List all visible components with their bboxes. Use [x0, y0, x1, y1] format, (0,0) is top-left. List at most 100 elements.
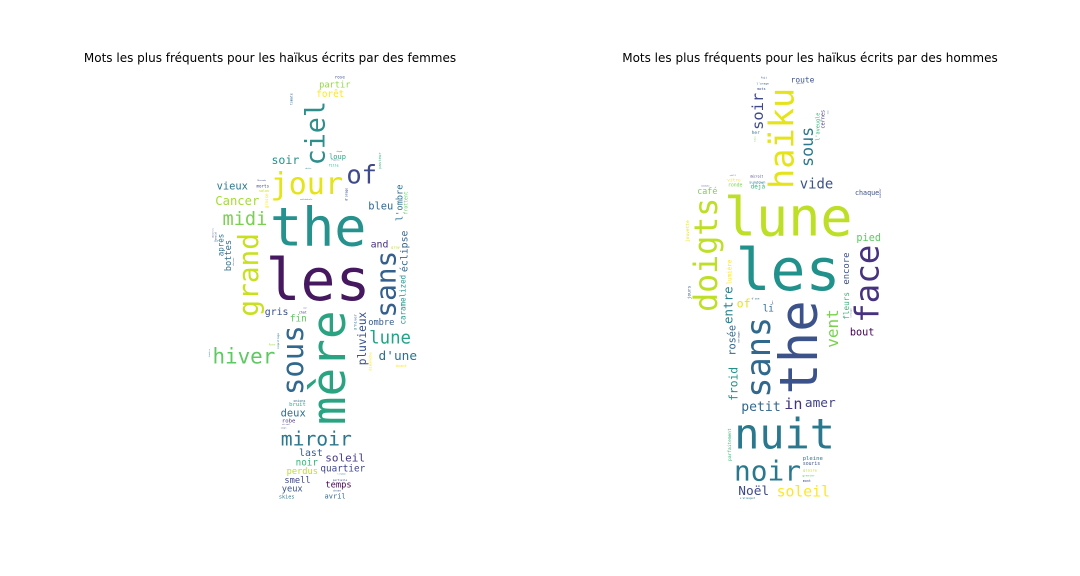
word-label: chaque [855, 189, 879, 197]
word-label: jour [270, 167, 343, 202]
word-label: fenêtre [208, 348, 211, 357]
word-label: mère [302, 310, 357, 425]
word-label: coquillage [276, 333, 280, 350]
chart-title: Mots les plus fréquents pour les haïkus … [83, 51, 457, 65]
word-label: vide [800, 176, 833, 192]
word-label: caramelized [399, 275, 408, 325]
word-label: onions [294, 399, 306, 403]
word-label: Donald [213, 232, 217, 242]
word-label: tomate [289, 93, 293, 105]
word-label: sous [276, 325, 310, 395]
chart-title: Mots les plus fréquents pour les haïkus … [622, 51, 998, 65]
word-label: route [791, 76, 815, 85]
word-label: rose [335, 75, 346, 80]
word-label: cernes [821, 110, 827, 129]
word-label: partielle [333, 478, 348, 482]
word-label: smell [284, 476, 310, 486]
word-label: grenier [802, 474, 814, 478]
word-label: les [266, 246, 371, 314]
word-label: d'hiver [352, 313, 357, 330]
word-label: last [299, 448, 323, 459]
word-label: soir [271, 153, 299, 167]
word-label: couloir [879, 188, 882, 199]
word-label: ronde [728, 183, 743, 189]
word-label: Muscade [257, 180, 266, 182]
word-label: fille [329, 164, 339, 168]
word-label: avril [325, 493, 346, 501]
word-label: vieux [217, 180, 248, 192]
word-label: loup [329, 153, 346, 161]
word-label: s'allongent [740, 497, 756, 500]
word-label: pasteur [377, 152, 382, 169]
word-label: chat [827, 110, 830, 114]
word-label: haïku [763, 88, 802, 189]
word-label: fleurs [842, 292, 851, 320]
word-label: café [697, 186, 717, 196]
word-label: après [216, 234, 225, 257]
word-label: disput [337, 150, 343, 153]
word-label: fin [290, 314, 307, 325]
word-label: forêt [316, 89, 344, 100]
word-label: Plumeria [332, 160, 340, 162]
word-label: les [736, 236, 841, 304]
word-label: cathédrale [300, 198, 313, 201]
word-label: quartier [796, 82, 804, 85]
word-label: cheveux [233, 257, 235, 266]
word-label: perdus [287, 467, 318, 477]
word-label: amer [805, 396, 836, 411]
word-label: nuit [734, 410, 835, 459]
word-label: partir [319, 81, 350, 91]
word-label: still [730, 174, 737, 177]
word-label: parfaitement [727, 428, 733, 461]
word-label: Rose [269, 343, 276, 347]
word-label: robe [282, 418, 296, 424]
word-label: skies [279, 494, 295, 500]
word-label: d'une [752, 296, 760, 300]
word-label: of [737, 296, 751, 310]
word-label: sundown [749, 179, 765, 184]
word-label: deux [281, 408, 306, 420]
word-label: grosse [264, 193, 269, 208]
word-label: gris [265, 307, 289, 318]
word-label: temps [325, 481, 351, 491]
word-label: jours [686, 285, 692, 299]
word-label: mondiale [701, 185, 709, 187]
word-label: tituban [337, 473, 346, 476]
word-label: bruit [289, 402, 306, 408]
word-label: Noël [738, 484, 769, 499]
word-label: s'éloigne [849, 308, 852, 317]
word-label: soleil [777, 483, 830, 500]
word-label: l'aveugle [816, 113, 822, 141]
word-label: pleine [803, 456, 824, 462]
word-label: rosée [727, 325, 739, 356]
word-label: jouvette [685, 220, 691, 242]
word-label: sous [798, 127, 817, 167]
word-label: li [763, 304, 774, 315]
word-label: yeux [282, 484, 303, 494]
word-label: pied [856, 233, 881, 244]
word-label: dimanche [368, 351, 373, 370]
word-label: décroît [750, 175, 763, 179]
word-label: noir [296, 458, 319, 469]
word-label: éclipse [399, 230, 411, 272]
word-label: encore [842, 253, 852, 285]
word-label: mont [803, 479, 811, 483]
word-label: doigts [689, 198, 725, 312]
word-label: d'une [379, 349, 418, 364]
word-label: noir [734, 454, 801, 487]
word-label: souris [803, 461, 820, 467]
word-label: congés [281, 426, 287, 429]
word-label: gloire [803, 468, 818, 473]
word-label: vent [823, 309, 842, 348]
word-label: in [784, 395, 802, 413]
word-label: Cancer [215, 194, 259, 208]
word-label: froid [728, 367, 741, 401]
word-label: déjà [751, 183, 766, 190]
word-label: white [305, 167, 312, 170]
word-label: chose [333, 489, 341, 493]
wordcloud-panel-women: Mots les plus fréquents pour les haïkus … [83, 51, 457, 501]
word-label: fuji [761, 76, 768, 80]
word-label: soir [749, 93, 767, 130]
wordcloud-panel-men: Mots les plus fréquents pour les haïkus … [540, 0, 1080, 576]
